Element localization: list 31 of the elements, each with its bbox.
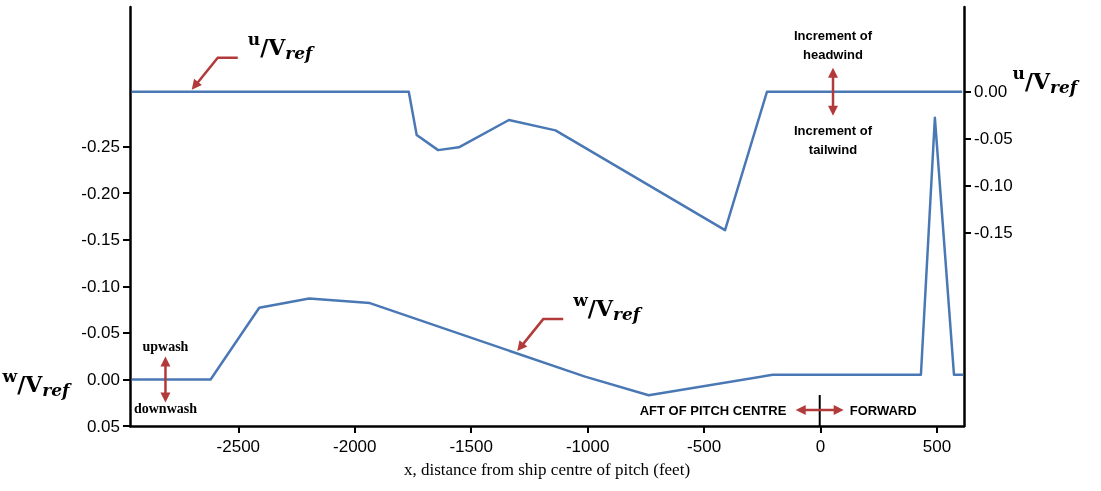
text: $^{w}$/V$_{ref}$ [573, 290, 641, 325]
annotation: Increment of tailwind [794, 121, 873, 159]
x-tick-label: 500 [922, 437, 952, 456]
y2-tick-label: -0.05 [974, 129, 1013, 149]
y-tick-label: -0.20 [81, 183, 120, 203]
y-tick-label: -0.15 [81, 230, 120, 250]
y2-tick-label: 0.00 [974, 82, 1008, 102]
x-tick-label: -1500 [449, 437, 493, 456]
x-tick-label: -2500 [216, 437, 261, 456]
annotation: Increment of headwind [794, 26, 873, 64]
line-series [131, 116, 964, 397]
y-tick-label: -0.10 [81, 276, 120, 296]
x-tick-label: -2000 [333, 437, 377, 456]
series-label: $^{u}$/V$_{ref}$ [247, 28, 313, 63]
y2-axis-title: $^{u}$/V$_{ref}$ [1012, 63, 1078, 97]
x-tick-label: 0 [815, 437, 826, 456]
x-axis-title: x, distance from ship centre of pitch (feet) [404, 460, 691, 480]
y-tick-label: 0.05 [86, 416, 120, 436]
x-tick-label: -1000 [565, 437, 610, 456]
y-tick-label: -0.25 [81, 137, 120, 157]
y-tick-label: 0.00 [86, 369, 120, 389]
y2-tick-label: -0.10 [974, 176, 1013, 196]
annotation: upwash [142, 339, 189, 356]
annotation: AFT OF PITCH CENTRE [639, 401, 787, 420]
y2-tick-label: -0.15 [974, 223, 1013, 243]
annotation: downwash [133, 401, 197, 418]
annotation: FORWARD [849, 401, 917, 420]
line-series [131, 90, 963, 232]
y-axis-title: $^{w}$/V$_{ref}$ [2, 366, 70, 400]
y-tick-label: -0.05 [81, 323, 120, 343]
x-tick-label: -500 [687, 437, 722, 456]
